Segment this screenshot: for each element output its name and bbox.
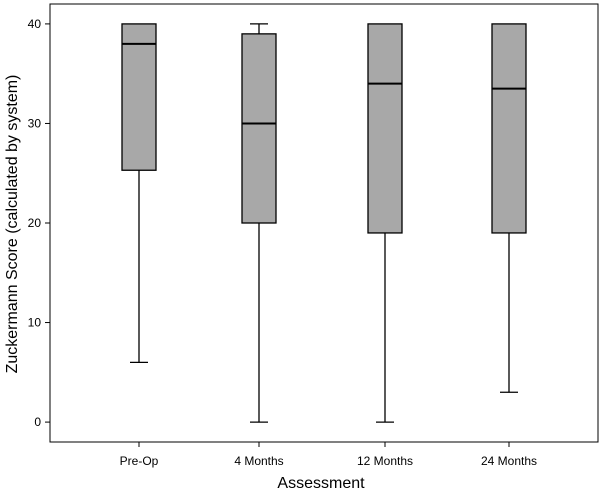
box-1	[241, 33, 277, 224]
y-tick-label-30: 30	[28, 116, 42, 130]
x-axis-label: Assessment	[277, 475, 365, 490]
boxplots-group	[121, 23, 527, 423]
y-tick-label-20: 20	[28, 216, 42, 230]
boxplot-3	[491, 23, 527, 393]
box-0	[121, 23, 157, 171]
box-2	[367, 23, 403, 234]
y-tick-label-40: 40	[28, 17, 42, 31]
x-axis-group: Pre-Op 4 Months 12 Months 24 Months	[120, 442, 537, 468]
x-tick-label-0: Pre-Op	[120, 454, 159, 468]
x-tick-label-2: 12 Months	[357, 454, 413, 468]
boxplot-1	[241, 23, 277, 423]
x-tick-label-1: 4 Months	[234, 454, 283, 468]
y-axis-group: 0 10 20 30 40	[28, 17, 50, 429]
boxplot-2	[367, 23, 403, 423]
x-tick-label-3: 24 Months	[481, 454, 537, 468]
boxplot-0	[121, 23, 157, 364]
y-tick-label-0: 0	[34, 415, 41, 429]
box-3	[491, 23, 527, 234]
y-tick-label-10: 10	[28, 316, 42, 330]
y-axis-label: Zuckermann Score (calculated by system)	[4, 75, 21, 374]
